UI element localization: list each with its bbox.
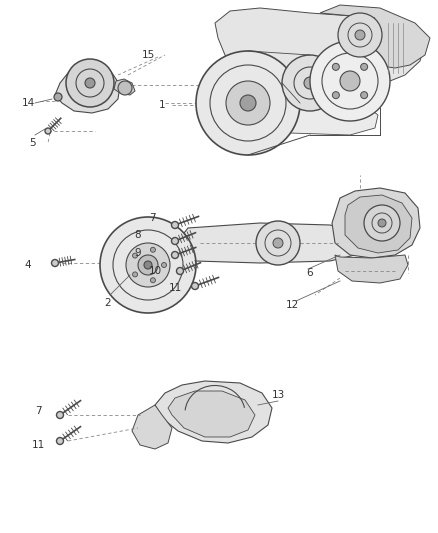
Circle shape: [118, 81, 132, 95]
Polygon shape: [55, 65, 120, 113]
Circle shape: [240, 95, 256, 111]
Text: 2: 2: [105, 298, 111, 308]
Text: 4: 4: [25, 260, 31, 270]
Polygon shape: [335, 255, 408, 283]
Polygon shape: [168, 391, 255, 437]
Circle shape: [162, 262, 166, 268]
Circle shape: [172, 222, 179, 229]
Circle shape: [360, 92, 367, 99]
Circle shape: [310, 41, 390, 121]
Text: 11: 11: [168, 283, 182, 293]
Circle shape: [66, 59, 114, 107]
Polygon shape: [220, 103, 378, 135]
Circle shape: [126, 243, 170, 287]
Text: 14: 14: [21, 98, 35, 108]
Circle shape: [332, 63, 339, 70]
Polygon shape: [332, 188, 420, 258]
Text: 5: 5: [28, 138, 35, 148]
Circle shape: [355, 30, 365, 40]
Text: 1: 1: [159, 100, 165, 110]
Polygon shape: [132, 405, 172, 449]
Text: 15: 15: [141, 50, 155, 60]
Circle shape: [273, 238, 283, 248]
Circle shape: [282, 55, 338, 111]
Circle shape: [85, 78, 95, 88]
Circle shape: [57, 411, 64, 418]
Circle shape: [45, 128, 51, 134]
Polygon shape: [345, 195, 412, 253]
Circle shape: [340, 71, 360, 91]
Polygon shape: [114, 79, 135, 95]
Circle shape: [150, 247, 155, 252]
Circle shape: [172, 252, 179, 259]
Circle shape: [360, 63, 367, 70]
Circle shape: [256, 221, 300, 265]
Text: 8: 8: [135, 230, 141, 240]
Circle shape: [332, 92, 339, 99]
Text: 7: 7: [148, 213, 155, 223]
Polygon shape: [155, 381, 272, 443]
Circle shape: [54, 93, 62, 101]
Circle shape: [304, 77, 316, 89]
Circle shape: [138, 255, 158, 275]
Circle shape: [226, 81, 270, 125]
Circle shape: [364, 205, 400, 241]
Text: 11: 11: [32, 440, 45, 450]
Circle shape: [191, 282, 198, 289]
Text: 12: 12: [286, 300, 299, 310]
Text: 7: 7: [35, 406, 41, 416]
Circle shape: [144, 261, 152, 269]
Circle shape: [172, 238, 179, 245]
Circle shape: [177, 268, 184, 274]
Circle shape: [100, 217, 196, 313]
Circle shape: [133, 272, 138, 277]
Polygon shape: [215, 8, 425, 88]
Polygon shape: [320, 5, 430, 68]
Text: 13: 13: [272, 390, 285, 400]
Text: 9: 9: [135, 248, 141, 258]
Text: 6: 6: [307, 268, 313, 278]
Polygon shape: [180, 223, 360, 263]
Circle shape: [150, 278, 155, 282]
Text: 10: 10: [148, 266, 162, 276]
Circle shape: [57, 438, 64, 445]
Circle shape: [196, 51, 300, 155]
Circle shape: [52, 260, 59, 266]
Circle shape: [338, 13, 382, 57]
Circle shape: [133, 253, 138, 258]
Circle shape: [378, 219, 386, 227]
